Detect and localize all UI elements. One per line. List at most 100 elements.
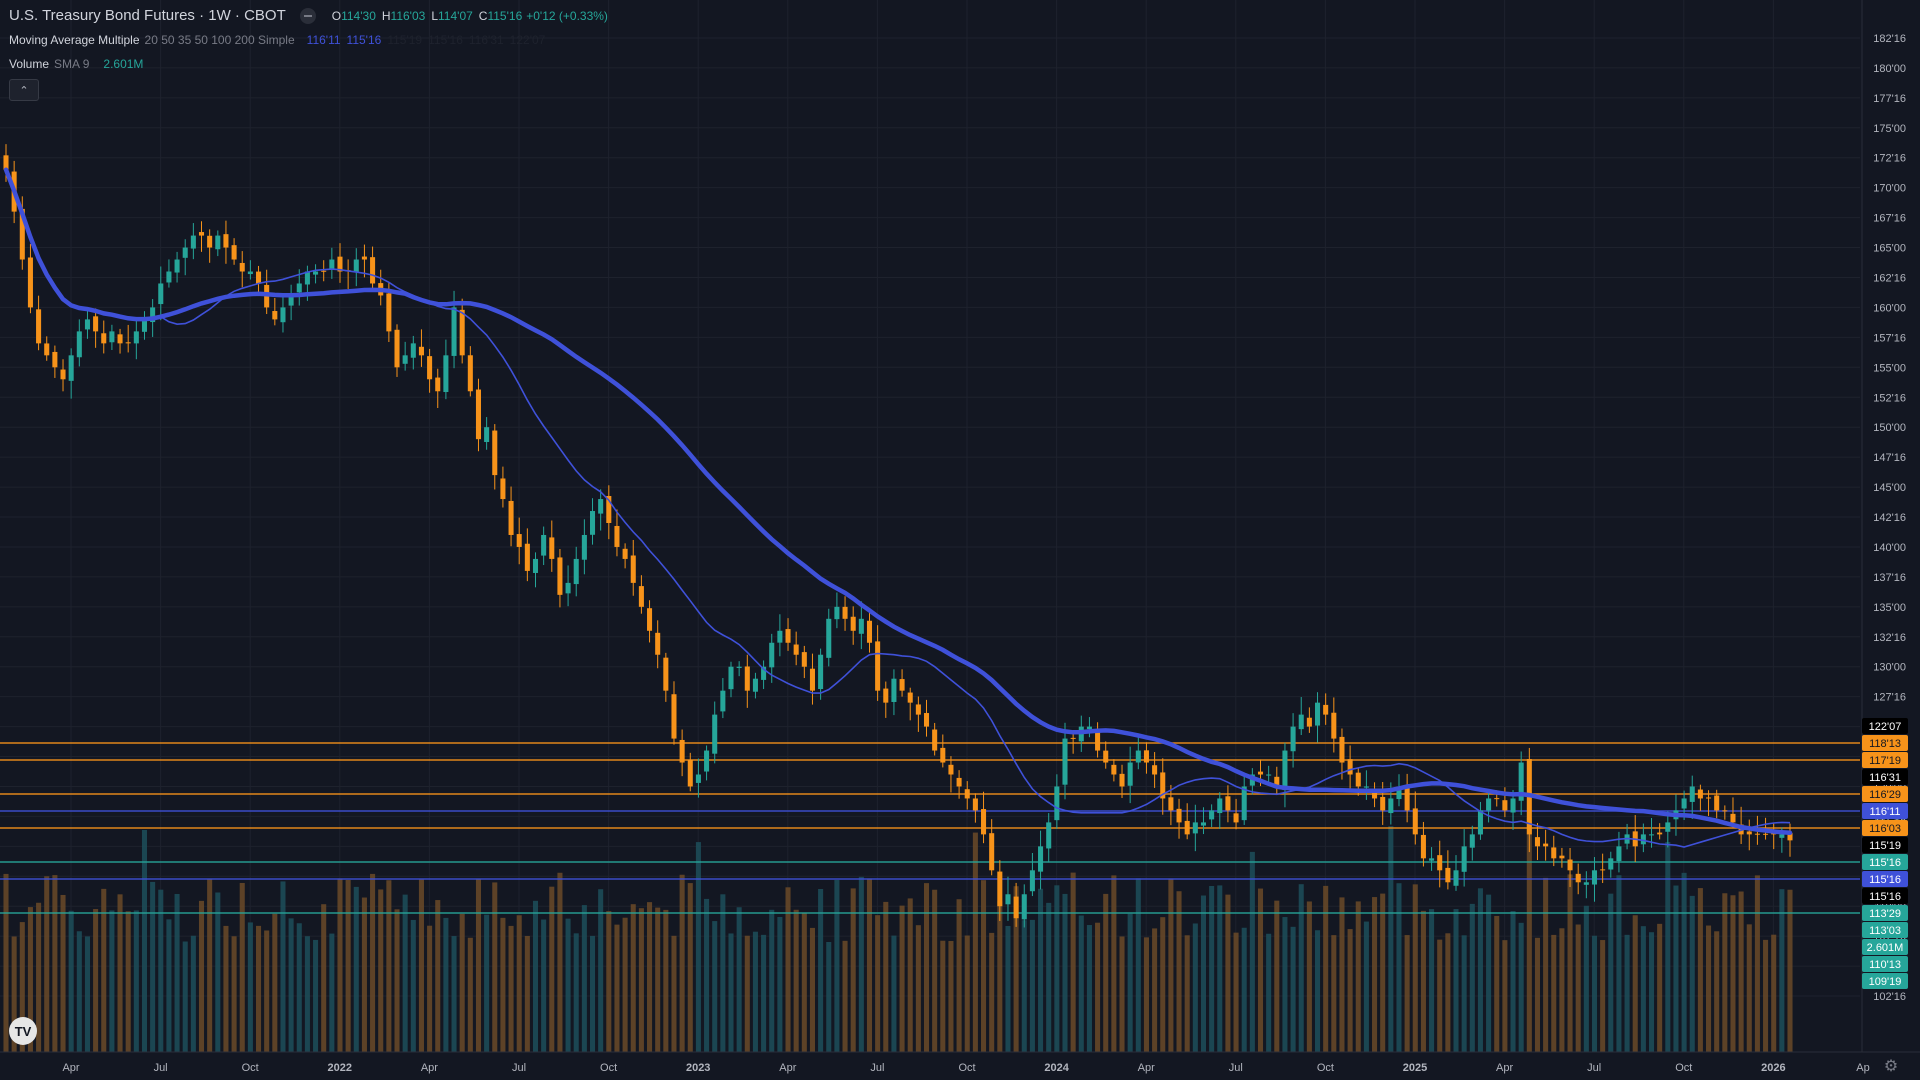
ma-indicator-name[interactable]: Moving Average Multiple [9, 33, 140, 47]
candle [133, 331, 139, 344]
volume-bar [736, 907, 742, 1052]
volume-bar [679, 874, 685, 1052]
candle [875, 641, 881, 691]
ma-value: 115'19 [387, 33, 423, 47]
price-tick-label: 155'00 [1873, 362, 1906, 374]
volume-bar [1380, 893, 1386, 1052]
candle [1437, 855, 1443, 871]
candle [125, 342, 131, 344]
collapse-legend-button[interactable]: ⌃ [9, 79, 39, 101]
ma-indicator-row[interactable]: Moving Average Multiple 20 50 35 50 100 … [9, 32, 545, 48]
volume-bar [565, 918, 571, 1052]
volume-bar [1086, 925, 1092, 1052]
volume-bar [361, 897, 367, 1052]
candle [1062, 738, 1068, 785]
candle [231, 245, 237, 260]
candle [1323, 704, 1329, 715]
candle [1429, 858, 1435, 861]
volume-bar [1266, 933, 1272, 1052]
time-tick-label: Jul [870, 1062, 884, 1074]
price-tick-label: 180'00 [1873, 63, 1906, 75]
price-badge-label: 109'19 [1869, 976, 1902, 988]
volume-bar [940, 940, 946, 1052]
volume-bar [850, 888, 856, 1052]
candle [598, 499, 604, 514]
candle [1477, 810, 1483, 835]
candle [981, 809, 987, 835]
price-badge-label: 116'11 [1869, 806, 1900, 818]
volume-bar [647, 902, 653, 1052]
volume-bar [1005, 925, 1011, 1052]
volume-indicator-name[interactable]: Volume [9, 57, 50, 71]
time-tick-label: 2022 [328, 1062, 352, 1074]
price-badge [1862, 735, 1908, 751]
candle [1233, 813, 1239, 823]
volume-bar [1591, 935, 1598, 1052]
volume-value: 2.601M [103, 57, 144, 71]
candle [956, 777, 962, 787]
candle [1306, 717, 1312, 727]
volume-bar [761, 934, 767, 1052]
price-badge [1862, 786, 1908, 802]
price-badge-label: 113'03 [1869, 925, 1901, 937]
candle [1143, 750, 1149, 763]
candle [1298, 714, 1304, 730]
candle [52, 351, 58, 368]
volume-bar [614, 924, 620, 1052]
volume-bar [1657, 923, 1663, 1052]
price-tick-label: 152'16 [1873, 392, 1906, 404]
tradingview-logo[interactable]: TV [9, 1017, 37, 1045]
time-tick-label: 2026 [1761, 1062, 1785, 1074]
candle [141, 319, 148, 332]
candle [500, 478, 506, 500]
volume-bar [1070, 872, 1076, 1052]
volume-bar [492, 882, 498, 1052]
time-tick-label: Jul [512, 1062, 526, 1074]
volume-bar [158, 889, 164, 1052]
volume-bar [280, 881, 286, 1052]
volume-bar [997, 901, 1003, 1052]
symbol-title[interactable]: U.S. Treasury Bond Futures · 1W · CBOT [9, 7, 286, 24]
volume-bar [394, 909, 400, 1052]
hide-icon[interactable] [299, 8, 316, 24]
price-badge [1862, 837, 1908, 853]
volume-bar [1697, 888, 1703, 1052]
price-badge [1862, 718, 1908, 734]
candle [402, 355, 408, 364]
volume-bar [402, 894, 408, 1052]
volume-bar [467, 937, 473, 1052]
candle [761, 666, 767, 680]
volume-bar [1396, 883, 1402, 1052]
candle [1640, 834, 1646, 845]
price-badge-label: 115'16 [1869, 857, 1901, 869]
candle [3, 155, 9, 170]
volume-bar [581, 905, 587, 1052]
volume-bar [1771, 934, 1777, 1052]
candle [215, 235, 221, 250]
candle [288, 295, 294, 306]
candle [321, 270, 327, 272]
volume-bar [1754, 875, 1760, 1052]
volume-bar [1217, 885, 1223, 1052]
volume-bar [573, 933, 579, 1052]
volume-bar [1730, 895, 1736, 1052]
candle [940, 747, 946, 763]
candle [1135, 750, 1141, 763]
candle [1314, 702, 1321, 726]
candle [695, 774, 701, 783]
volume-bar [1119, 936, 1125, 1052]
candle [744, 666, 750, 691]
volume-bar [1038, 888, 1044, 1052]
time-axis [0, 1052, 1920, 1080]
candle [818, 654, 824, 690]
price-badge [1862, 922, 1908, 938]
volume-indicator-row[interactable]: Volume SMA 9 2.601M [9, 56, 143, 72]
candle [671, 694, 677, 739]
gear-icon[interactable]: ⚙ [1883, 1058, 1899, 1075]
candle [1567, 859, 1573, 871]
candle [1282, 750, 1288, 791]
time-tick-label: Ap [1856, 1062, 1869, 1074]
ma-values: 116'11 115'16 115'19 115'16 116'31 122'07 [301, 32, 546, 48]
volume-bar [36, 902, 42, 1052]
